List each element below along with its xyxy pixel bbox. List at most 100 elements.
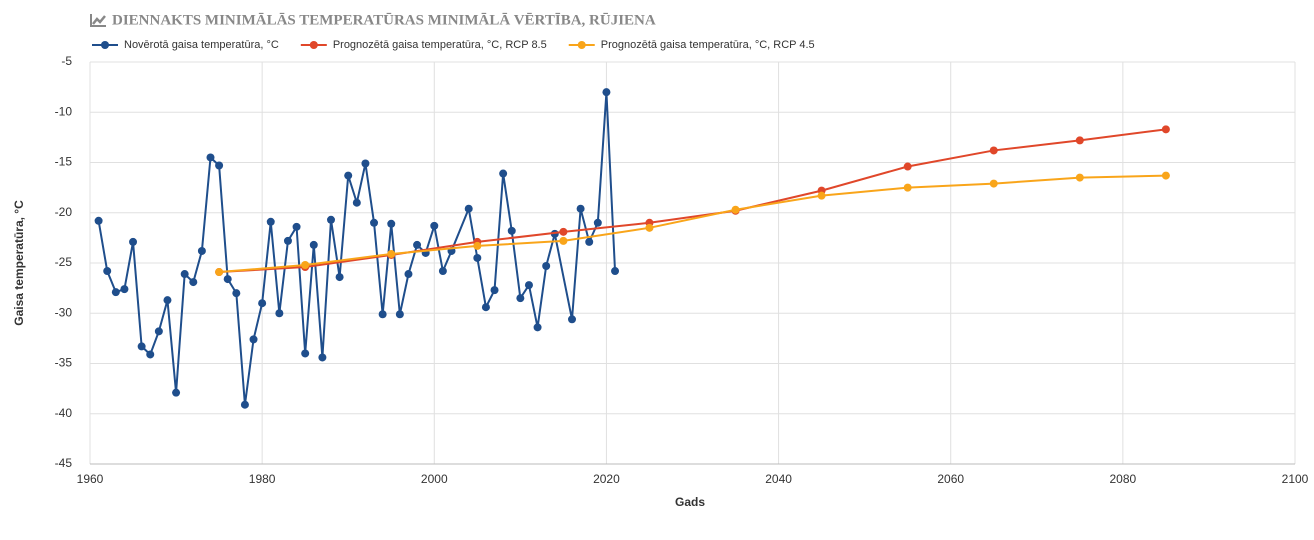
data-point <box>1161 171 1170 180</box>
legend-label: Prognozētā gaisa temperatūra, °C, RCP 8.… <box>333 39 547 51</box>
data-point <box>180 270 189 279</box>
data-point <box>249 335 258 344</box>
data-point <box>137 342 146 351</box>
legend-label: Novērotā gaisa temperatūra, °C <box>124 39 279 51</box>
data-point <box>111 288 120 297</box>
x-tick-label: 2080 <box>1110 472 1137 486</box>
data-point <box>593 218 602 227</box>
data-point <box>516 294 525 303</box>
data-point <box>542 262 551 271</box>
data-point <box>232 289 241 298</box>
data-point <box>481 303 490 312</box>
legend-item: Novērotā gaisa temperatūra, °C <box>92 39 279 51</box>
data-point <box>464 204 473 213</box>
data-point <box>223 275 232 284</box>
data-point <box>490 286 499 295</box>
data-point <box>404 270 413 279</box>
data-point <box>94 216 103 225</box>
data-point <box>576 204 585 213</box>
data-point <box>240 400 249 409</box>
data-point <box>903 183 912 192</box>
data-point <box>318 353 327 362</box>
data-point <box>430 221 439 230</box>
data-point <box>903 162 912 171</box>
y-tick-label: -10 <box>55 104 73 118</box>
data-point <box>327 215 335 224</box>
data-point <box>361 159 370 168</box>
data-point <box>989 146 998 155</box>
data-point <box>146 350 155 359</box>
data-point <box>275 309 284 318</box>
data-point <box>473 241 482 250</box>
data-point <box>283 236 292 245</box>
data-point <box>335 273 344 282</box>
data-point <box>292 222 301 231</box>
title-icon <box>90 14 106 27</box>
data-point <box>215 268 224 277</box>
data-point <box>301 349 310 358</box>
data-point <box>395 310 404 319</box>
y-tick-label: -5 <box>61 54 72 68</box>
data-point <box>309 240 318 249</box>
data-point <box>645 223 654 232</box>
data-point <box>1075 173 1084 182</box>
data-point <box>163 296 172 305</box>
x-axis-label: Gads <box>675 495 705 509</box>
data-point <box>387 219 396 228</box>
y-tick-label: -20 <box>55 205 73 219</box>
data-point <box>568 315 576 324</box>
data-point <box>817 191 826 200</box>
data-point <box>258 299 267 308</box>
data-point <box>438 267 447 276</box>
data-point <box>103 267 112 276</box>
x-tick-label: 1980 <box>249 472 276 486</box>
y-tick-label: -25 <box>55 255 73 269</box>
y-tick-label: -40 <box>55 406 73 420</box>
data-point <box>129 237 138 246</box>
data-point <box>533 323 542 332</box>
data-point <box>1075 136 1084 145</box>
legend-dot <box>577 41 586 49</box>
chart-title: DIENNAKTS MINIMĀLĀS TEMPERATŪRAS MINIMĀL… <box>112 12 656 28</box>
x-tick-label: 2020 <box>593 472 620 486</box>
legend-dot <box>101 41 109 49</box>
legend-dot <box>309 41 318 49</box>
data-point <box>352 198 361 207</box>
data-point <box>602 88 611 97</box>
legend-item: Prognozētā gaisa temperatūra, °C, RCP 4.… <box>568 39 815 51</box>
data-point <box>120 285 129 294</box>
data-point <box>731 205 740 214</box>
y-tick-label: -15 <box>55 155 73 169</box>
series-line <box>97 92 617 405</box>
data-point <box>559 227 568 236</box>
data-point <box>189 278 198 287</box>
data-point <box>370 218 379 227</box>
data-point <box>266 217 275 226</box>
data-point <box>344 171 353 180</box>
data-point <box>172 388 181 397</box>
data-point <box>507 226 516 235</box>
y-tick-label: -45 <box>55 456 73 470</box>
data-point <box>499 169 508 178</box>
data-point <box>473 253 482 262</box>
series-line <box>219 174 1166 274</box>
y-tick-label: -30 <box>55 305 73 319</box>
x-tick-label: 2000 <box>421 472 448 486</box>
data-point <box>585 237 594 246</box>
x-tick-label: 2100 <box>1282 472 1309 486</box>
data-point <box>301 261 310 270</box>
data-point <box>559 236 568 245</box>
data-point <box>611 267 620 276</box>
data-point <box>206 153 215 162</box>
series-line <box>219 128 1167 274</box>
data-point <box>387 249 396 258</box>
y-tick-label: -35 <box>55 356 73 370</box>
x-tick-label: 1960 <box>77 472 104 486</box>
data-point <box>378 310 387 319</box>
x-tick-label: 2040 <box>765 472 792 486</box>
data-point <box>989 179 998 188</box>
x-tick-label: 2060 <box>937 472 964 486</box>
legend-label: Prognozētā gaisa temperatūra, °C, RCP 4.… <box>601 39 815 51</box>
data-point <box>1161 125 1170 134</box>
